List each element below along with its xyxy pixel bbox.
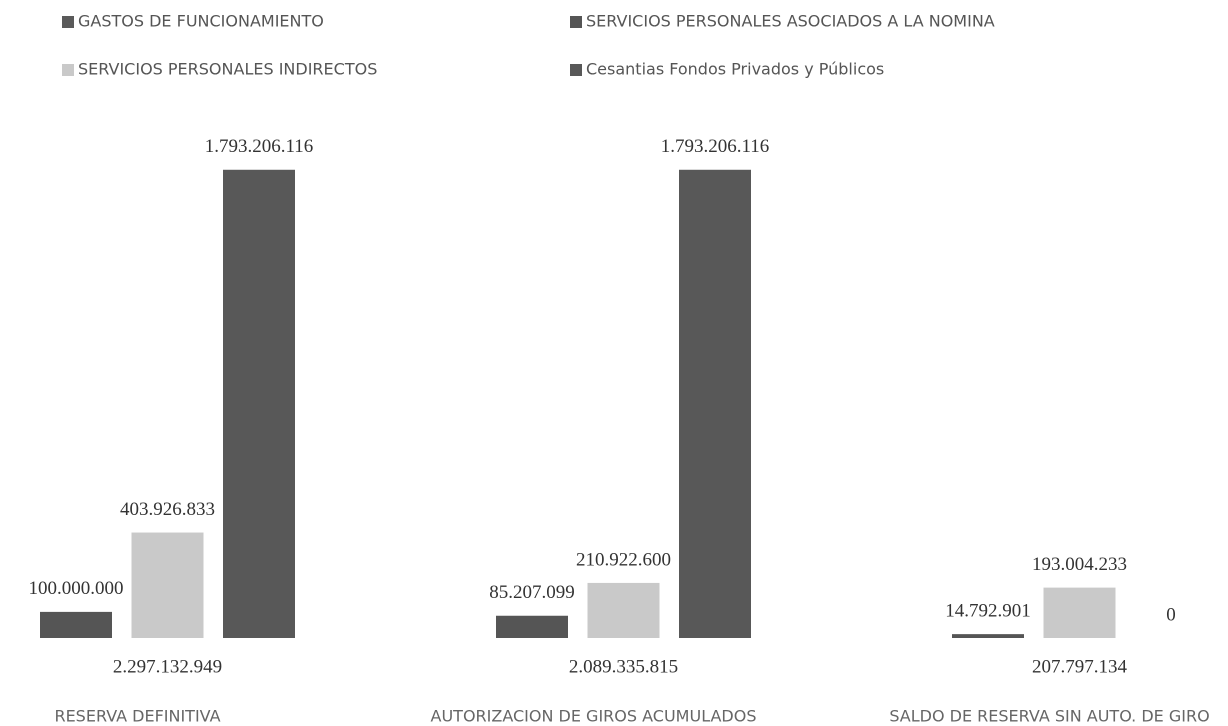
legend-label: SERVICIOS PERSONALES INDIRECTOS [78, 60, 377, 79]
bar [679, 169, 751, 638]
bar [131, 532, 204, 638]
bar [952, 634, 1024, 638]
bar [1043, 587, 1116, 638]
legend-swatch [62, 16, 74, 28]
bar [587, 582, 660, 638]
x-tick-label: RESERVA DEFINITIVA [54, 707, 220, 726]
data-label: 193.004.233 [1032, 554, 1127, 575]
total-label: 207.797.134 [1032, 656, 1128, 677]
legend-label: SERVICIOS PERSONALES ASOCIADOS A LA NOMI… [586, 12, 995, 31]
legend-swatch [62, 64, 74, 76]
legend-swatch [570, 16, 582, 28]
data-label: 100.000.000 [29, 578, 124, 599]
data-label: 0 [1166, 604, 1176, 625]
x-tick-label: AUTORIZACION DE GIROS ACUMULADOS [431, 707, 757, 726]
total-label: 2.297.132.949 [113, 656, 222, 677]
data-label: 1.793.206.116 [661, 136, 770, 157]
total-label: 2.089.335.815 [569, 656, 678, 677]
x-tick-label: SALDO DE RESERVA SIN AUTO. DE GIRO [889, 707, 1209, 726]
bar [223, 169, 295, 638]
data-label: 403.926.833 [120, 499, 215, 520]
legend-label: Cesantias Fondos Privados y Públicos [586, 60, 884, 79]
bar [40, 611, 112, 638]
data-label: 85.207.099 [489, 582, 575, 603]
data-label: 14.792.901 [945, 600, 1031, 621]
legend-label: GASTOS DE FUNCIONAMIENTO [78, 12, 324, 31]
data-label: 1.793.206.116 [205, 136, 314, 157]
bar [496, 615, 568, 638]
data-label: 210.922.600 [576, 549, 671, 570]
legend-swatch [570, 64, 582, 76]
